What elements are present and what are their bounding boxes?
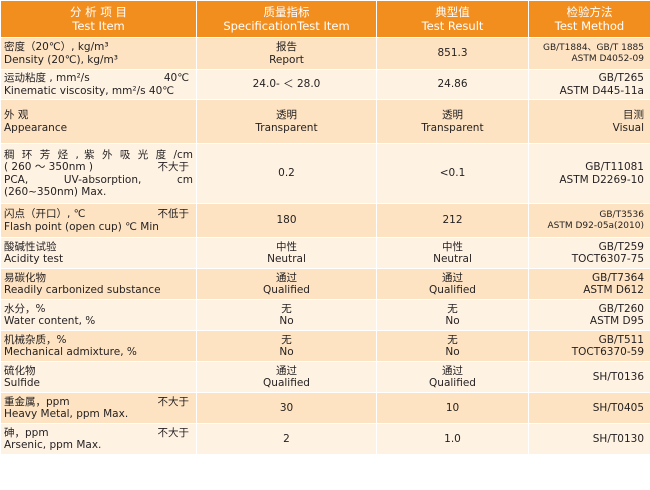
spec-cell: 30 [196,392,377,424]
header-test-method: 检验方法 Test Method [528,0,650,38]
table-row: 酸碱性试验 Acidity test 中性 Neutral 中性 Neutral GB… [0,237,650,269]
table-row: 密度（20℃）, kg/m³ Density (20℃), kg/m³ 报告 Rep… [0,37,650,70]
spec-cell: 180 [196,203,377,238]
header-row: 分 析 项 目 Test Item 质量指标 SpecificationTest I… [0,0,650,38]
test-item-cell: 运动粘度 , mm²/s 40℃ Kinematic viscosity, mm²/… [0,69,197,100]
table-row: 易碳化物 Readily carbonized substance 通过 Quali… [0,268,650,300]
result-cell: 851.3 [376,37,529,70]
method-cell: 目测 Visual [528,99,650,144]
spec-cell: 2 [196,423,377,455]
test-item-cell: 易碳化物 Readily carbonized substance [0,268,197,300]
method-cell: SH/T0130 [528,423,650,455]
table-row: 运动粘度 , mm²/s 40℃ Kinematic viscosity, mm²/… [0,69,650,100]
result-cell: 212 [376,203,529,238]
method-cell: SH/T0136 [528,361,650,393]
spec-cell: 无 No [196,299,377,331]
result-cell: 1.0 [376,423,529,455]
method-cell: GB/T260 ASTM D95 [528,299,650,331]
test-item-cell: 稠 环 芳 烃 , 紫 外 吸 光 度 /cm ( 260 ～ 350nm ) 不… [0,143,197,204]
spec-cell: 通过 Qualified [196,268,377,300]
test-item-cell: 闪点（开口）, ℃ 不低于 Flash point (open cup) ℃ Min [0,203,197,238]
spec-cell: 报告 Report [196,37,377,70]
method-cell: GB/T11081 ASTM D2269-10 [528,143,650,204]
header-specification: 质量指标 SpecificationTest Item [196,0,377,38]
test-item-cell: 酸碱性试验 Acidity test [0,237,197,269]
method-cell: SH/T0405 [528,392,650,424]
result-cell: 24.86 [376,69,529,100]
result-cell: 透明 Transparent [376,99,529,144]
result-cell: 无 No [376,299,529,331]
spec-cell: 中性 Neutral [196,237,377,269]
header-test-item: 分 析 项 目 Test Item [0,0,197,38]
table-row: 机械杂质，% Mechanical admixture, % 无 No 无 No GB… [0,330,650,362]
method-cell: GB/T511 TOCT6370-59 [528,330,650,362]
method-cell: GB/T1884、GB/T 1885 ASTM D4052-09 [528,37,650,70]
test-item-cell: 重金属，ppm 不大于 Heavy Metal, ppm Max. [0,392,197,424]
table-row: 外 观 Appearance 透明 Transparent 透明 Transparen… [0,99,650,144]
table-row: 砷，ppm 不大于 Arsenic, ppm Max. 2 1.0 SH/T0130 [0,423,650,455]
method-cell: GB/T265 ASTM D445-11a [528,69,650,100]
spec-cell: 24.0- ＜ 28.0 [196,69,377,100]
method-cell: GB/T7364 ASTM D612 [528,268,650,300]
table-row: 水分，% Water content, % 无 No 无 No GB/T260 ASTM… [0,299,650,331]
test-item-cell: 硫化物 Sulfide [0,361,197,393]
header-test-result: 典型值 Test Result [376,0,529,38]
result-cell: 中性 Neutral [376,237,529,269]
result-cell: 通过 Qualified [376,361,529,393]
table-row: 重金属，ppm 不大于 Heavy Metal, ppm Max. 30 10 SH… [0,392,650,424]
table-row: 硫化物 Sulfide 通过 Qualified 通过 Qualified SH/T0… [0,361,650,393]
test-item-cell: 机械杂质，% Mechanical admixture, % [0,330,197,362]
spec-cell: 通过 Qualified [196,361,377,393]
method-cell: GB/T3536 ASTM D92-05a(2010) [528,203,650,238]
test-item-cell: 密度（20℃）, kg/m³ Density (20℃), kg/m³ [0,37,197,70]
table-row: 闪点（开口）, ℃ 不低于 Flash point (open cup) ℃ Min… [0,203,650,238]
spec-table: 分 析 项 目 Test Item 质量指标 SpecificationTest I… [0,0,650,455]
spec-cell: 透明 Transparent [196,99,377,144]
result-cell: 通过 Qualified [376,268,529,300]
method-cell: GB/T259 TOCT6307-75 [528,237,650,269]
result-cell: 无 No [376,330,529,362]
test-item-cell: 砷，ppm 不大于 Arsenic, ppm Max. [0,423,197,455]
result-cell: <0.1 [376,143,529,204]
test-item-cell: 外 观 Appearance [0,99,197,144]
spec-cell: 无 No [196,330,377,362]
result-cell: 10 [376,392,529,424]
test-item-cell: 水分，% Water content, % [0,299,197,331]
spec-cell: 0.2 [196,143,377,204]
table-row: 稠 环 芳 烃 , 紫 外 吸 光 度 /cm ( 260 ～ 350nm ) 不… [0,143,650,204]
